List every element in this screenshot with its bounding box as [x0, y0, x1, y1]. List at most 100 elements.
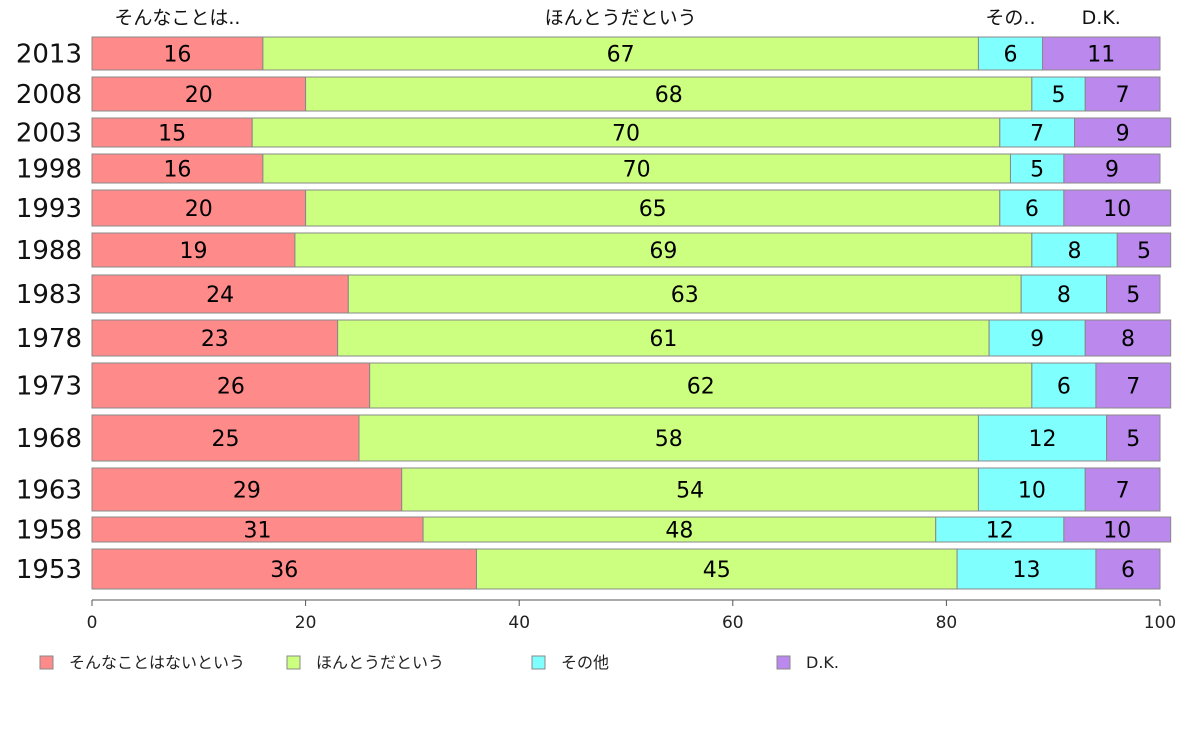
x-tick-label-80: 80: [936, 613, 958, 633]
data-label-2003-s1: 70: [612, 122, 640, 147]
series-header-1: ほんとうだという: [545, 7, 697, 29]
bar-segment-2008-s1: [305, 76, 1033, 112]
data-label-1963-s3: 7: [1116, 479, 1130, 504]
data-label-2013-s1: 67: [607, 43, 635, 68]
data-label-2008-s2: 5: [1052, 83, 1066, 108]
data-label-1998-s1: 70: [623, 158, 651, 183]
bar-segment-1978-s0: [91, 319, 339, 357]
bar-segment-2013-s3: [1042, 36, 1161, 71]
data-label-1963-s0: 29: [233, 479, 261, 504]
bar-segment-1998-s1: [262, 153, 1011, 184]
bar-segment-2008-s0: [91, 76, 307, 112]
bar-segment-1968-s2: [977, 414, 1108, 462]
year-label-1983: 1983: [16, 280, 82, 310]
bar-segment-2013-s0: [91, 36, 264, 71]
data-label-1953-s1: 45: [703, 558, 731, 583]
data-label-1993-s0: 20: [185, 197, 213, 222]
data-label-1958-s0: 31: [244, 519, 272, 544]
bar-segment-1993-s1: [305, 189, 1001, 227]
bar-segment-2003-s3: [1074, 117, 1172, 148]
series-header-3: D.K.: [1082, 7, 1121, 29]
legend: そんなことはないという ほんとうだという その他 D.K.: [39, 653, 839, 672]
data-label-1988-s1: 69: [649, 239, 677, 264]
data-label-2008-s1: 68: [655, 83, 683, 108]
bar-segment-2008-s3: [1084, 76, 1161, 112]
bar-segment-1953-s1: [475, 548, 958, 590]
legend-label-3: D.K.: [806, 653, 839, 672]
legend-swatch-2: [531, 655, 546, 670]
bar-segment-1958-s3: [1063, 516, 1172, 543]
bar-segment-1998-s3: [1063, 153, 1161, 184]
year-label-1993: 1993: [16, 194, 82, 224]
data-label-1958-s2: 12: [986, 519, 1014, 544]
data-label-1988-s2: 8: [1068, 239, 1082, 264]
bar-segment-1958-s1: [422, 516, 937, 543]
legend-swatch-0: [39, 655, 54, 670]
data-label-1953-s0: 36: [270, 558, 298, 583]
bar-segment-1983-s3: [1106, 274, 1161, 314]
data-label-1993-s1: 65: [639, 197, 667, 222]
bar-segment-1998-s0: [91, 153, 264, 184]
year-label-1968: 1968: [16, 424, 82, 454]
data-label-1953-s2: 13: [1013, 558, 1041, 583]
year-label-2008: 2008: [16, 80, 82, 110]
data-label-1988-s3: 5: [1137, 239, 1151, 264]
x-tick-label-20: 20: [295, 613, 317, 633]
data-label-1968-s3: 5: [1126, 427, 1140, 452]
data-label-1963-s1: 54: [676, 479, 704, 504]
bar-segment-1988-s2: [1031, 232, 1118, 268]
year-label-1963: 1963: [16, 476, 82, 506]
data-label-2013-s2: 6: [1003, 43, 1017, 68]
series-header-labels: そんなことは.. ほんとうだという その.. D.K.: [114, 7, 1120, 29]
bar-segment-1978-s3: [1084, 319, 1172, 357]
data-label-1998-s2: 5: [1030, 158, 1044, 183]
bar-segment-1958-s0: [91, 516, 424, 543]
data-label-1993-s3: 10: [1103, 197, 1131, 222]
bar-segment-1963-s3: [1084, 467, 1161, 512]
x-axis: 0 20 40 60 80 100: [87, 599, 1176, 633]
bar-segment-1973-s3: [1095, 362, 1172, 409]
x-tick-label-60: 60: [722, 613, 744, 633]
data-label-1953-s3: 6: [1121, 558, 1135, 583]
legend-swatch-1: [286, 655, 301, 670]
data-label-1963-s2: 10: [1018, 479, 1046, 504]
x-tick-label-100: 100: [1144, 613, 1176, 633]
bar-segment-1978-s2: [988, 319, 1086, 357]
bar-segment-2013-s1: [262, 36, 979, 71]
bar-segment-2008-s2: [1031, 76, 1086, 112]
data-label-1973-s2: 6: [1057, 375, 1071, 400]
data-label-1983-s3: 5: [1126, 283, 1140, 308]
data-label-1968-s1: 58: [655, 427, 683, 452]
legend-label-1: ほんとうだという: [316, 653, 444, 672]
series-header-2: その..: [985, 7, 1035, 29]
year-label-1978: 1978: [16, 324, 82, 354]
data-label-2003-s2: 7: [1030, 122, 1044, 147]
data-label-1983-s0: 24: [206, 283, 234, 308]
bar-segment-1953-s2: [956, 548, 1097, 590]
bar-segment-1963-s0: [91, 467, 403, 512]
data-label-1973-s0: 26: [217, 375, 245, 400]
legend-swatch-3: [776, 655, 791, 670]
bar-segment-1963-s2: [977, 467, 1086, 512]
year-label-1988: 1988: [16, 236, 82, 266]
series-header-0: そんなことは..: [114, 7, 240, 29]
bar-segment-1983-s2: [1020, 274, 1108, 314]
data-label-2003-s3: 9: [1116, 122, 1130, 147]
data-label-2013-s0: 16: [163, 43, 191, 68]
year-label-1998: 1998: [16, 155, 82, 185]
data-label-1993-s2: 6: [1025, 197, 1039, 222]
data-label-1973-s3: 7: [1126, 375, 1140, 400]
data-label-1978-s3: 8: [1121, 327, 1135, 352]
year-label-1953: 1953: [16, 555, 82, 585]
year-label-2013: 2013: [16, 40, 82, 70]
bar-segment-1968-s3: [1106, 414, 1161, 462]
data-label-1958-s1: 48: [665, 519, 693, 544]
year-label-1958: 1958: [16, 516, 82, 546]
bar-segment-1953-s3: [1095, 548, 1161, 590]
bar-segment-2003-s0: [91, 117, 253, 148]
data-label-1958-s3: 10: [1103, 519, 1131, 544]
bar-segment-1983-s0: [91, 274, 349, 314]
x-tick-label-0: 0: [87, 613, 98, 633]
bar-segment-1963-s1: [401, 467, 979, 512]
